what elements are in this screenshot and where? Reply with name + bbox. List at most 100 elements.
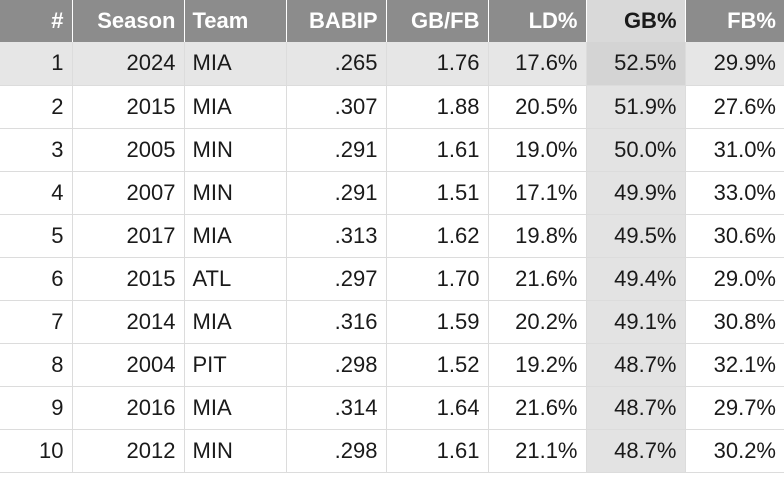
table-row[interactable]: 9 2016 MIA .314 1.64 21.6% 48.7% 29.7%: [0, 386, 784, 430]
cell-gb-fb: 1.51: [386, 171, 489, 215]
cell-babip: .314: [286, 386, 387, 430]
cell-babip: .291: [286, 128, 387, 172]
cell-rank: 4: [0, 171, 73, 215]
column-header-ld-pct[interactable]: LD%: [488, 0, 587, 42]
cell-ld-pct: 20.2%: [488, 300, 587, 344]
table-row[interactable]: 3 2005 MIN .291 1.61 19.0% 50.0% 31.0%: [0, 128, 784, 172]
cell-gb-pct: 51.9%: [586, 85, 686, 129]
table-row[interactable]: 6 2015 ATL .297 1.70 21.6% 49.4% 29.0%: [0, 257, 784, 301]
cell-team: MIA: [184, 85, 287, 129]
cell-season: 2015: [72, 85, 185, 129]
cell-rank: 2: [0, 85, 73, 129]
cell-team: MIA: [184, 386, 287, 430]
cell-gb-pct: 48.7%: [586, 386, 686, 430]
cell-gb-fb: 1.52: [386, 343, 489, 387]
table-row[interactable]: 4 2007 MIN .291 1.51 17.1% 49.9% 33.0%: [0, 171, 784, 215]
table-row[interactable]: 2 2015 MIA .307 1.88 20.5% 51.9% 27.6%: [0, 85, 784, 129]
column-header-gb-fb[interactable]: GB/FB: [386, 0, 489, 42]
cell-team: PIT: [184, 343, 287, 387]
cell-gb-fb: 1.59: [386, 300, 489, 344]
table-row[interactable]: 7 2014 MIA .316 1.59 20.2% 49.1% 30.8%: [0, 300, 784, 344]
cell-season: 2012: [72, 429, 185, 473]
cell-babip: .307: [286, 85, 387, 129]
cell-ld-pct: 21.1%: [488, 429, 587, 473]
cell-babip: .297: [286, 257, 387, 301]
cell-gb-pct: 49.4%: [586, 257, 686, 301]
cell-season: 2007: [72, 171, 185, 215]
cell-season: 2005: [72, 128, 185, 172]
cell-season: 2004: [72, 343, 185, 387]
column-header-team[interactable]: Team: [184, 0, 287, 42]
cell-gb-fb: 1.76: [386, 42, 489, 86]
cell-team: MIN: [184, 128, 287, 172]
cell-rank: 3: [0, 128, 73, 172]
table-row[interactable]: 5 2017 MIA .313 1.62 19.8% 49.5% 30.6%: [0, 214, 784, 258]
cell-babip: .298: [286, 429, 387, 473]
column-header-fb-pct[interactable]: FB%: [685, 0, 784, 42]
cell-season: 2024: [72, 42, 185, 86]
cell-fb-pct: 31.0%: [685, 128, 784, 172]
cell-season: 2015: [72, 257, 185, 301]
cell-rank: 5: [0, 214, 73, 258]
cell-fb-pct: 30.2%: [685, 429, 784, 473]
header-row: # Season Team BABIP GB/FB LD% GB% FB%: [0, 0, 784, 42]
cell-ld-pct: 21.6%: [488, 386, 587, 430]
cell-ld-pct: 17.1%: [488, 171, 587, 215]
cell-gb-pct: 49.1%: [586, 300, 686, 344]
cell-ld-pct: 19.0%: [488, 128, 587, 172]
table-row[interactable]: 1 2024 MIA .265 1.76 17.6% 52.5% 29.9%: [0, 42, 784, 86]
cell-gb-pct: 48.7%: [586, 343, 686, 387]
cell-team: MIA: [184, 42, 287, 86]
cell-season: 2016: [72, 386, 185, 430]
cell-ld-pct: 19.8%: [488, 214, 587, 258]
cell-team: MIN: [184, 429, 287, 473]
cell-ld-pct: 20.5%: [488, 85, 587, 129]
cell-ld-pct: 19.2%: [488, 343, 587, 387]
cell-babip: .298: [286, 343, 387, 387]
cell-fb-pct: 29.7%: [685, 386, 784, 430]
table-body: 1 2024 MIA .265 1.76 17.6% 52.5% 29.9% 2 2015 MIA.…: [0, 42, 784, 473]
cell-gb-pct: 48.7%: [586, 429, 686, 473]
cell-gb-pct: 49.9%: [586, 171, 686, 215]
cell-fb-pct: 33.0%: [685, 171, 784, 215]
cell-gb-fb: 1.64: [386, 386, 489, 430]
cell-fb-pct: 32.1%: [685, 343, 784, 387]
cell-gb-fb: 1.88: [386, 85, 489, 129]
cell-rank: 1: [0, 42, 73, 86]
cell-gb-pct: 49.5%: [586, 214, 686, 258]
cell-team: ATL: [184, 257, 287, 301]
cell-gb-fb: 1.61: [386, 429, 489, 473]
cell-gb-fb: 1.70: [386, 257, 489, 301]
cell-fb-pct: 30.6%: [685, 214, 784, 258]
cell-team: MIA: [184, 300, 287, 344]
cell-season: 2017: [72, 214, 185, 258]
cell-ld-pct: 21.6%: [488, 257, 587, 301]
table-row[interactable]: 8 2004 PIT .298 1.52 19.2% 48.7% 32.1%: [0, 343, 784, 387]
table-row[interactable]: 10 2012 MIN .298 1.61 21.1% 48.7% 30.2%: [0, 429, 784, 473]
cell-rank: 7: [0, 300, 73, 344]
cell-gb-fb: 1.62: [386, 214, 489, 258]
cell-gb-pct: 50.0%: [586, 128, 686, 172]
cell-rank: 8: [0, 343, 73, 387]
column-header-babip[interactable]: BABIP: [286, 0, 387, 42]
cell-rank: 9: [0, 386, 73, 430]
cell-fb-pct: 29.9%: [685, 42, 784, 86]
cell-babip: .265: [286, 42, 387, 86]
cell-rank: 10: [0, 429, 73, 473]
cell-babip: .316: [286, 300, 387, 344]
column-header-rank[interactable]: #: [0, 0, 73, 42]
cell-ld-pct: 17.6%: [488, 42, 587, 86]
cell-gb-pct: 52.5%: [586, 42, 686, 86]
column-header-gb-pct[interactable]: GB%: [586, 0, 686, 42]
cell-fb-pct: 30.8%: [685, 300, 784, 344]
cell-gb-fb: 1.61: [386, 128, 489, 172]
column-header-season[interactable]: Season: [72, 0, 185, 42]
cell-season: 2014: [72, 300, 185, 344]
cell-fb-pct: 27.6%: [685, 85, 784, 129]
table-header: # Season Team BABIP GB/FB LD% GB% FB%: [0, 0, 784, 42]
cell-team: MIN: [184, 171, 287, 215]
cell-team: MIA: [184, 214, 287, 258]
cell-rank: 6: [0, 257, 73, 301]
cell-babip: .291: [286, 171, 387, 215]
